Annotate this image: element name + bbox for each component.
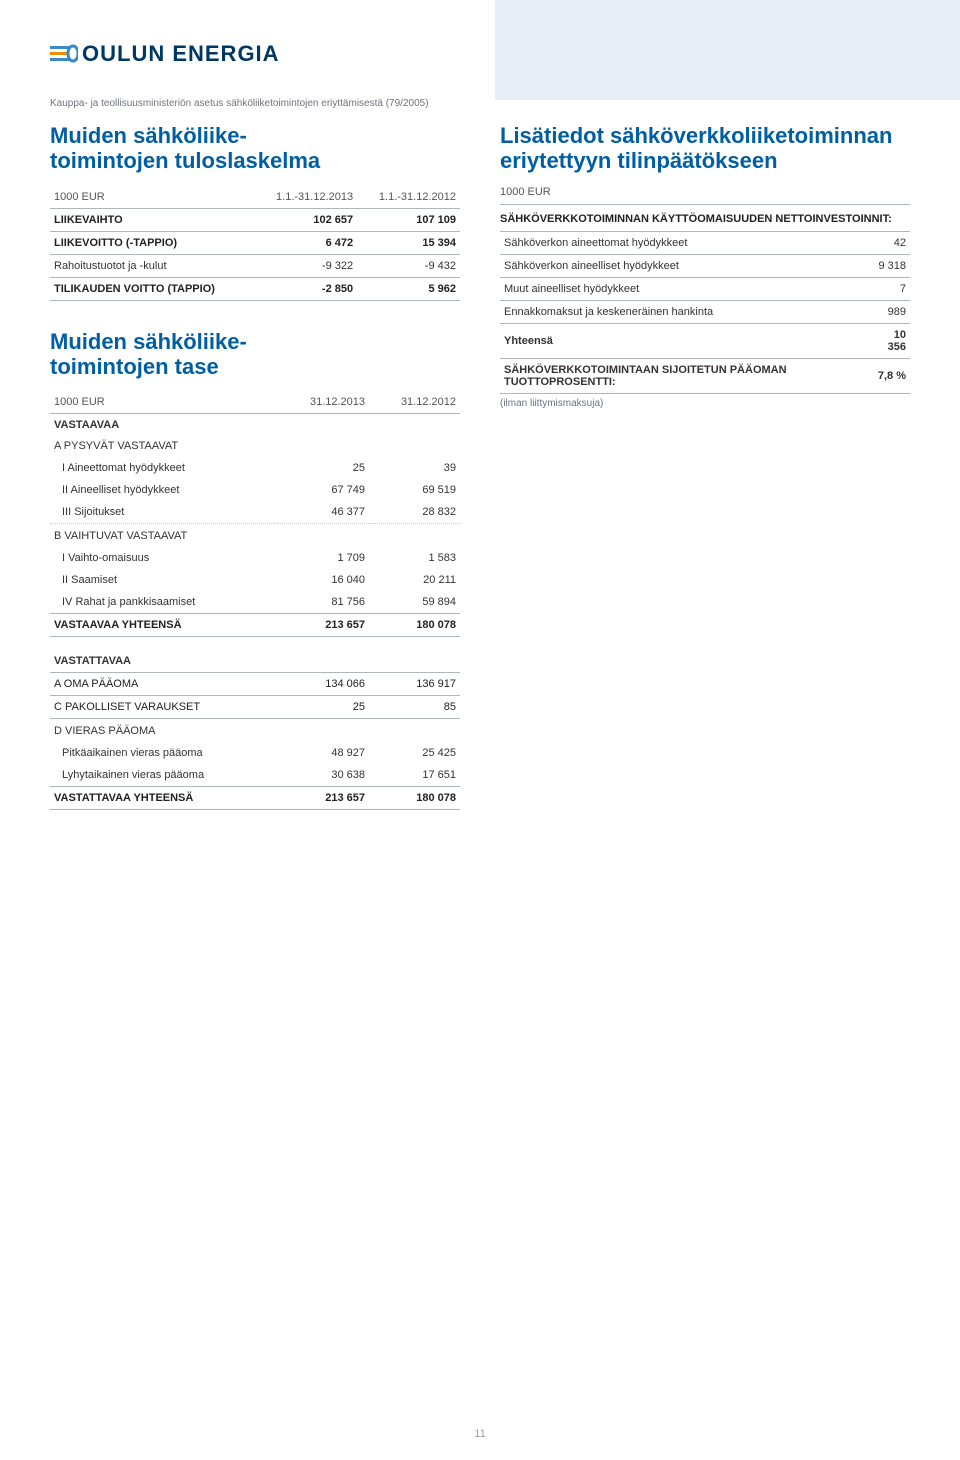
bs-a-oma-v1: 134 066 [278, 673, 369, 696]
is-col-2012: 1.1.-31.12.2012 [357, 186, 460, 209]
bs-d-lyhyt-label: Lyhytaikainen vieras pääoma [50, 764, 278, 787]
bs-bvaihtuvat-label: B VAIHTUVAT VASTAAVAT [50, 524, 460, 548]
info-r2-value: 9 318 [871, 254, 910, 277]
logo-text: OULUN ENERGIA [82, 41, 280, 67]
info-r2-label: Sähköverkon aineelliset hyödykkeet [500, 254, 871, 277]
row-tilikauden-v1: -2 850 [254, 277, 357, 300]
info-r3-value: 7 [871, 277, 910, 300]
bs-ii-saamiset-label: II Saamiset [50, 569, 278, 591]
info-sect2-label: SÄHKÖVERKKOTOIMINTAAN SIJOITETUN PÄÄOMAN… [500, 358, 871, 393]
bs-iv-rahat-v2: 59 894 [369, 591, 460, 614]
bs-i-aineettomat-v1: 25 [278, 457, 369, 479]
row-liikevoitto-label: LIIKEVOITTO (-TAPPIO) [50, 231, 254, 254]
bs-i-vaihto-v1: 1 709 [278, 547, 369, 569]
income-statement-table: 1000 EUR 1.1.-31.12.2013 1.1.-31.12.2012… [50, 186, 460, 301]
bs-d-vieras-label: D VIERAS PÄÄOMA [50, 719, 460, 743]
info-r1-label: Sähköverkon aineettomat hyödykkeet [500, 231, 871, 254]
bs-vastaavaa-yht-v2: 180 078 [369, 614, 460, 637]
left-column: Muiden sähköliike- toimintojen tuloslask… [50, 123, 460, 810]
info-subnote: (ilman liittymismaksuja) [500, 394, 910, 409]
row-rahoitus-v1: -9 322 [254, 254, 357, 277]
row-liikevoitto-v2: 15 394 [357, 231, 460, 254]
info-sect2-value: 7,8 % [871, 358, 910, 393]
bs-iii-sijoitukset-v1: 46 377 [278, 501, 369, 524]
bs-c-pakolliset-v2: 85 [369, 696, 460, 719]
bs-iii-sijoitukset-v2: 28 832 [369, 501, 460, 524]
bs-d-pitka-v2: 25 425 [369, 742, 460, 764]
balance-sheet-table: 1000 EUR 31.12.2013 31.12.2012 VASTAAVAA… [50, 391, 460, 810]
bs-ii-aineelliset-label: II Aineelliset hyödykkeet [50, 479, 278, 501]
bs-a-oma-v2: 136 917 [369, 673, 460, 696]
info-r4-label: Ennakkomaksut ja keskeneräinen hankinta [500, 300, 871, 323]
bs-c-pakolliset-label: C PAKOLLISET VARAUKSET [50, 696, 278, 719]
columns: Muiden sähköliike- toimintojen tuloslask… [50, 123, 910, 810]
bs-ii-aineelliset-v2: 69 519 [369, 479, 460, 501]
bs-col-2013: 31.12.2013 [278, 391, 369, 414]
is-unit-label: 1000 EUR [50, 186, 254, 209]
bs-apysyvat-label: A PYSYVÄT VASTAAVAT [50, 436, 460, 457]
bs-vastattavaa-yht-v2: 180 078 [369, 787, 460, 810]
row-rahoitus-label: Rahoitustuotot ja -kulut [50, 254, 254, 277]
bs-c-pakolliset-v1: 25 [278, 696, 369, 719]
bs-unit-label: 1000 EUR [50, 391, 278, 414]
right-column: Lisätiedot sähköverkkoliiketoiminnan eri… [500, 123, 910, 810]
bs-col-2012: 31.12.2012 [369, 391, 460, 414]
bs-i-aineettomat-v2: 39 [369, 457, 460, 479]
bs-iv-rahat-label: IV Rahat ja pankkisaamiset [50, 591, 278, 614]
row-liikevaihto-label: LIIKEVAIHTO [50, 208, 254, 231]
info-r1-value: 42 [871, 231, 910, 254]
info-unit-label: 1000 EUR [500, 186, 910, 205]
bs-vastaavaa-label: VASTAAVAA [50, 414, 460, 437]
bs-i-vaihto-label: I Vaihto-omaisuus [50, 547, 278, 569]
bs-iii-sijoitukset-label: III Sijoitukset [50, 501, 278, 524]
bs-vastaavaa-yht-label: VASTAAVAA YHTEENSÄ [50, 614, 278, 637]
info-table: Sähköverkon aineettomat hyödykkeet 42 Sä… [500, 231, 910, 394]
bs-d-lyhyt-v1: 30 638 [278, 764, 369, 787]
row-rahoitus-v2: -9 432 [357, 254, 460, 277]
info-yht-value: 10 356 [871, 323, 910, 358]
logo: OULUN ENERGIA [50, 40, 910, 68]
bs-d-pitka-label: Pitkäaikainen vieras pääoma [50, 742, 278, 764]
bs-a-oma-label: A OMA PÄÄOMA [50, 673, 278, 696]
info-yht-label: Yhteensä [500, 323, 871, 358]
balance-sheet-heading: Muiden sähköliike- toimintojen tase [50, 329, 460, 380]
bs-vastattavaa-yht-v1: 213 657 [278, 787, 369, 810]
income-statement-heading: Muiden sähköliike- toimintojen tuloslask… [50, 123, 460, 174]
info-r4-value: 989 [871, 300, 910, 323]
additional-info-heading: Lisätiedot sähköverkkoliiketoiminnan eri… [500, 123, 910, 174]
bs-vastaavaa-yht-v1: 213 657 [278, 614, 369, 637]
bs-vastattavaa-label: VASTATTAVAA [50, 637, 460, 673]
row-liikevaihto-v1: 102 657 [254, 208, 357, 231]
row-tilikauden-label: TILIKAUDEN VOITTO (TAPPIO) [50, 277, 254, 300]
bs-d-pitka-v1: 48 927 [278, 742, 369, 764]
info-section1-label: SÄHKÖVERKKOTOIMINNAN KÄYTTÖOMAISUUDEN NE… [500, 205, 910, 231]
bs-iv-rahat-v1: 81 756 [278, 591, 369, 614]
bs-d-lyhyt-v2: 17 651 [369, 764, 460, 787]
logo-icon [50, 40, 78, 68]
row-tilikauden-v2: 5 962 [357, 277, 460, 300]
bs-ii-aineelliset-v1: 67 749 [278, 479, 369, 501]
bs-vastattavaa-yht-label: VASTATTAVAA YHTEENSÄ [50, 787, 278, 810]
is-col-2013: 1.1.-31.12.2013 [254, 186, 357, 209]
page: OULUN ENERGIA Kauppa- ja teollisuusminis… [0, 0, 960, 1460]
row-liikevoitto-v1: 6 472 [254, 231, 357, 254]
bs-i-aineettomat-label: I Aineettomat hyödykkeet [50, 457, 278, 479]
bs-i-vaihto-v2: 1 583 [369, 547, 460, 569]
info-r3-label: Muut aineelliset hyödykkeet [500, 277, 871, 300]
row-liikevaihto-v2: 107 109 [357, 208, 460, 231]
page-number: 11 [0, 1428, 960, 1440]
bs-ii-saamiset-v2: 20 211 [369, 569, 460, 591]
bs-ii-saamiset-v1: 16 040 [278, 569, 369, 591]
